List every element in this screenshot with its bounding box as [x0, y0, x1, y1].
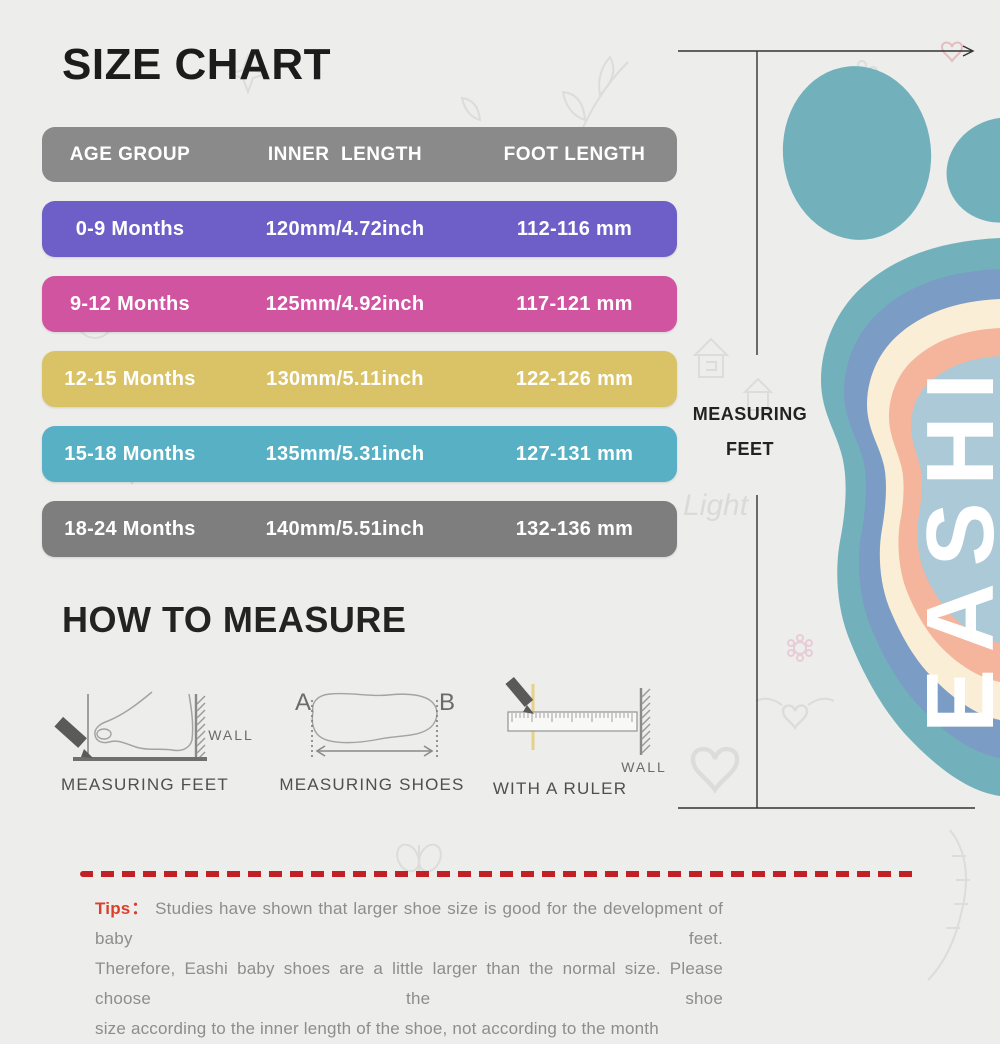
point-a-label: A — [295, 689, 311, 716]
size-table-rows: 0-9 Months 120mm/4.72inch 112-116 mm 9-12 M… — [42, 201, 677, 557]
sole-center-lightblue — [911, 356, 1000, 643]
age-cell: 15-18 Months — [64, 442, 196, 465]
sole-ring-teal — [821, 238, 1000, 796]
header-foot-length: FOOT LENGTH — [503, 143, 646, 165]
foot-illustration: EASHI — [782, 66, 1000, 796]
tips-text-1: Studies have shown that larger shoe size… — [95, 899, 723, 948]
inner-cell: 125mm/4.92inch — [265, 292, 425, 315]
pink-flower-doodle — [787, 634, 813, 662]
second-toe-shape — [946, 117, 1000, 223]
tips-section: Tips： Studies have shown that larger sho… — [95, 894, 723, 1044]
sole-ring-blue — [844, 269, 1000, 758]
measuring-shoes-diagram: A B MEASURING SHOES — [279, 689, 464, 794]
age-cell: 0-9 Months — [75, 217, 185, 240]
table-row: 15-18 Months 135mm/5.31inch 127-131 mm — [42, 426, 677, 482]
header-age-group: AGE GROUP — [69, 143, 191, 165]
pencil-icon — [505, 676, 534, 714]
sole-ring-salmon — [889, 328, 1000, 682]
sole-ring-cream — [867, 299, 1000, 720]
cat-tail-doodle — [927, 829, 970, 981]
measuring-feet-diagram-label: MEASURING FEET — [61, 775, 229, 794]
wall-label-3: WALL — [621, 759, 667, 775]
tips-label: Tips： — [95, 899, 150, 918]
table-header-row: AGE GROUP INNER LENGTH FOOT LENGTH — [42, 127, 677, 182]
winged-heart-doodle — [755, 697, 835, 730]
doodle-word: Light — [683, 489, 750, 522]
page-title: SIZE CHART — [62, 40, 331, 89]
size-chart-table: AGE GROUP INNER LENGTH FOOT LENGTH 0-9 M… — [42, 127, 677, 557]
flower-doodle — [846, 60, 878, 96]
measuring-feet-label-line2: FEET — [726, 439, 774, 459]
inner-cell: 135mm/5.31inch — [265, 442, 425, 465]
measuring-feet-diagram: WALL MEASURING FEET — [54, 691, 254, 794]
table-row: 9-12 Months 125mm/4.92inch 117-121 mm — [42, 276, 677, 332]
how-to-measure-title: HOW TO MEASURE — [62, 599, 407, 640]
big-toe-shape — [782, 66, 932, 240]
with-a-ruler-diagram-label: WITH A RULER — [493, 779, 627, 798]
table-row: 0-9 Months 120mm/4.72inch 112-116 mm — [42, 201, 677, 257]
heart-face-doodle — [690, 746, 740, 794]
butterfly-doodle — [396, 843, 442, 875]
foot-measurement-lines — [678, 45, 975, 809]
header-inner-length: INNER LENGTH — [267, 143, 423, 165]
pencil-icon — [54, 716, 93, 758]
point-b-label: B — [439, 689, 455, 716]
tips-text-3: size according to the inner length of th… — [95, 1019, 659, 1038]
small-heart-doodle — [940, 41, 964, 63]
tips-line: Tips： Studies have shown that larger sho… — [95, 894, 723, 954]
tips-text-2: Therefore, Eashi baby shoes are a little… — [95, 959, 723, 1008]
age-cell: 12-15 Months — [64, 367, 196, 390]
brand-logo-text: EASHI — [907, 368, 1000, 733]
inner-cell: 140mm/5.51inch — [265, 517, 425, 540]
foot-cell: 112-116 mm — [516, 217, 633, 240]
age-cell: 18-24 Months — [64, 517, 196, 540]
with-a-ruler-diagram: WALL WITH A RULER — [493, 676, 667, 798]
inner-cell: 120mm/4.72inch — [265, 217, 425, 240]
red-dashed-divider — [80, 871, 918, 877]
foot-cell: 127-131 mm — [515, 442, 634, 465]
table-row: 12-15 Months 130mm/5.11inch 122-126 mm — [42, 351, 677, 407]
wall-label-1: WALL — [208, 727, 254, 743]
house-doodle — [692, 337, 774, 411]
foot-cell: 132-136 mm — [515, 517, 634, 540]
measuring-shoes-diagram-label: MEASURING SHOES — [279, 775, 464, 794]
foot-cell: 122-126 mm — [515, 367, 634, 390]
measuring-feet-label-line1: MEASURING — [693, 404, 808, 424]
age-cell: 9-12 Months — [70, 292, 190, 315]
foot-cell: 117-121 mm — [516, 292, 633, 315]
inner-cell: 130mm/5.11inch — [266, 367, 424, 390]
table-row: 18-24 Months 140mm/5.51inch 132-136 mm — [42, 501, 677, 557]
